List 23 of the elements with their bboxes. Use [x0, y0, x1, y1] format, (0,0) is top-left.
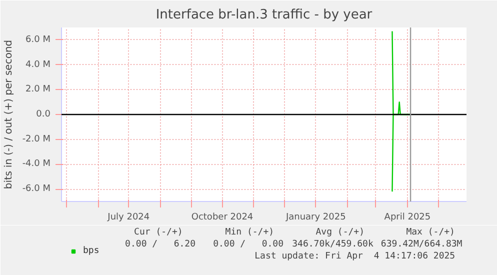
text: 639.42M/664.83M: [380, 240, 463, 250]
x-tick-label: October 2024: [191, 212, 254, 222]
text: Min (-/+): [225, 228, 274, 238]
text: 0.00 / 6.20: [125, 240, 196, 250]
text: 0.00 / 0.00: [213, 240, 284, 250]
y-tick-label: -2.0 M: [22, 134, 50, 144]
text: 346.70k/459.60k: [292, 240, 374, 250]
x-tick-label: April 2025: [384, 212, 431, 222]
y-tick-label: -6.0 M: [22, 184, 50, 194]
text: Avg (-/+): [316, 228, 365, 238]
text: Last update: Fri Apr 4 14:17:06 2025: [254, 252, 456, 262]
y-tick-label: 6.0 M: [26, 34, 51, 45]
y-tick-label: -4.0 M: [22, 159, 50, 170]
legend-label: bps: [83, 246, 100, 256]
x-tick-label: January 2025: [284, 212, 346, 222]
x-tick-label: July 2024: [106, 212, 150, 222]
y-axis-title: bits in (-) / out (+) per second: [3, 40, 14, 190]
text: Max (-/+): [406, 228, 455, 238]
y-tick-label: 0.0: [36, 110, 51, 120]
text: Cur (-/+): [134, 228, 183, 238]
y-tick-label: 4.0 M: [26, 60, 51, 70]
y-tick-label: 2.0 M: [26, 84, 51, 95]
chart-title: Interface br-lan.3 traffic - by year: [156, 8, 373, 22]
